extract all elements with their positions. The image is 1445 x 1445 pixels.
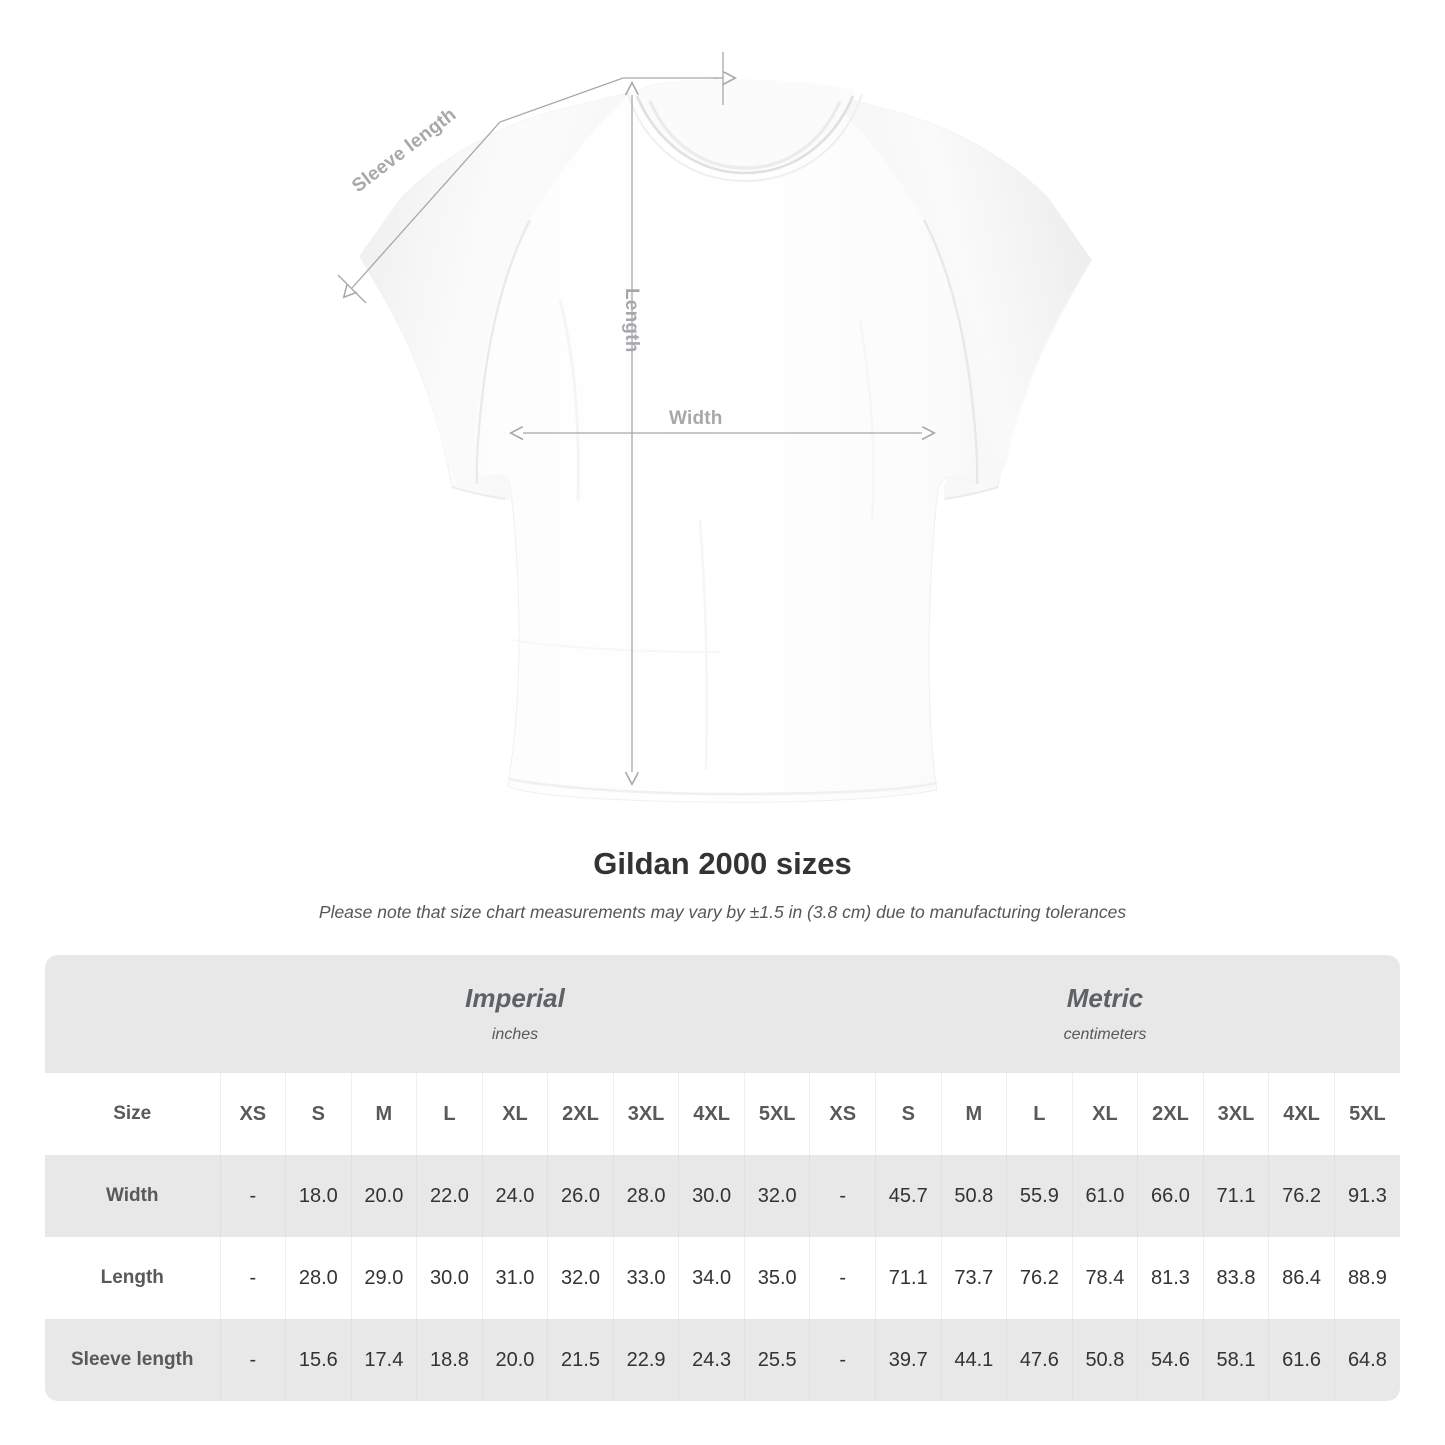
cell-width-metric-s: 45.7 (875, 1155, 942, 1238)
cell-length-imperial-m: 29.0 (351, 1237, 418, 1320)
row-label-width: Width (45, 1155, 221, 1238)
unit-banner-spacer (45, 955, 221, 1074)
size-header-metric-xl: XL (1072, 1073, 1139, 1156)
cell-length-metric-3xl: 83.8 (1203, 1237, 1270, 1320)
table-row: Width -18.0 20.0 22.0 24.0 26.0 28.0 30.0 32.0-4… (45, 1155, 1400, 1238)
cell-width-imperial-xs: - (220, 1155, 287, 1238)
cell-sleeve-length-metric-xs: - (809, 1319, 876, 1402)
cell-width-metric-l: 55.9 (1006, 1155, 1073, 1238)
cell-length-metric-m: 73.7 (941, 1237, 1008, 1320)
tolerance-note: Please note that size chart measurements… (318, 902, 1127, 923)
size-header-imperial-xl: XL (482, 1073, 549, 1156)
size-header-metric-2xl: 2XL (1137, 1073, 1204, 1156)
cell-width-imperial-2xl: 26.0 (547, 1155, 614, 1238)
cell-width-imperial-m: 20.0 (351, 1155, 418, 1238)
unit-header-metric: Metric centimeters (809, 955, 1400, 1074)
cell-sleeve-length-imperial-m: 17.4 (351, 1319, 418, 1402)
cell-width-imperial-s: 18.0 (285, 1155, 352, 1238)
cell-width-imperial-l: 22.0 (416, 1155, 483, 1238)
size-header-imperial-m: M (351, 1073, 418, 1156)
cell-length-imperial-2xl: 32.0 (547, 1237, 614, 1320)
size-header-imperial-3xl: 3XL (613, 1073, 680, 1156)
unit-sub-metric: centimeters (1063, 1026, 1147, 1044)
size-header-metric-3xl: 3XL (1203, 1073, 1270, 1156)
size-header-metric-5xl: 5XL (1334, 1073, 1400, 1156)
cell-length-imperial-l: 30.0 (416, 1237, 483, 1320)
size-header-imperial-s: S (285, 1073, 352, 1156)
size-corner-label: Size (45, 1073, 221, 1156)
tshirt-diagram (337, 52, 1092, 803)
size-header-row: Size XS S M L XL 2XL 3XL 4XL 5XL XS S M L XL 2XL 3XL 4XL 5… (45, 1073, 1400, 1156)
cell-sleeve-length-metric-2xl: 54.6 (1137, 1319, 1204, 1402)
cell-width-metric-m: 50.8 (941, 1155, 1008, 1238)
cell-length-metric-l: 76.2 (1006, 1237, 1073, 1320)
cell-sleeve-length-metric-3xl: 58.1 (1203, 1319, 1270, 1402)
size-header-imperial-l: L (416, 1073, 483, 1156)
size-header-metric-4xl: 4XL (1268, 1073, 1335, 1156)
cell-sleeve-length-imperial-l: 18.8 (416, 1319, 483, 1402)
cell-length-imperial-xl: 31.0 (482, 1237, 549, 1320)
size-header-metric-s: S (875, 1073, 942, 1156)
cell-length-metric-2xl: 81.3 (1137, 1237, 1204, 1320)
cell-length-imperial-3xl: 33.0 (613, 1237, 680, 1320)
unit-banner-row: Imperial inches Metric centimeters (45, 955, 1400, 1074)
cell-length-imperial-s: 28.0 (285, 1237, 352, 1320)
cell-width-metric-4xl: 76.2 (1268, 1155, 1335, 1238)
table-row: Sleeve length -15.6 17.4 18.8 20.0 21.5 22.9 24… (45, 1319, 1400, 1402)
unit-header-imperial: Imperial inches (220, 955, 810, 1074)
cell-sleeve-length-metric-xl: 50.8 (1072, 1319, 1139, 1402)
cell-length-imperial-xs: - (220, 1237, 287, 1320)
sleeve-length-dimension (337, 52, 723, 304)
cell-length-imperial-5xl: 35.0 (744, 1237, 811, 1320)
size-header-imperial-xs: XS (220, 1073, 287, 1156)
size-header-imperial-2xl: 2XL (547, 1073, 614, 1156)
tshirt-body (359, 79, 1092, 803)
size-header-metric-xs: XS (809, 1073, 876, 1156)
cell-sleeve-length-imperial-s: 15.6 (285, 1319, 352, 1402)
cell-width-metric-2xl: 66.0 (1137, 1155, 1204, 1238)
cell-width-metric-xs: - (809, 1155, 876, 1238)
size-chart-table: Imperial inches Metric centimeters Size XS S M L… (45, 955, 1400, 1402)
size-header-imperial-5xl: 5XL (744, 1073, 811, 1156)
title-block: Gildan 2000 sizes Please note that size … (0, 835, 1445, 924)
cell-sleeve-length-imperial-3xl: 22.9 (613, 1319, 680, 1402)
cell-sleeve-length-metric-5xl: 64.8 (1334, 1319, 1400, 1402)
cell-sleeve-length-imperial-4xl: 24.3 (678, 1319, 745, 1402)
length-label: Length (621, 288, 642, 353)
cell-sleeve-length-metric-m: 44.1 (941, 1319, 1008, 1402)
cell-width-imperial-5xl: 32.0 (744, 1155, 811, 1238)
cell-length-metric-xl: 78.4 (1072, 1237, 1139, 1320)
cell-length-metric-5xl: 88.9 (1334, 1237, 1400, 1320)
cell-width-metric-xl: 61.0 (1072, 1155, 1139, 1238)
cell-length-metric-xs: - (809, 1237, 876, 1320)
unit-name-metric: Metric (1066, 983, 1144, 1014)
cell-sleeve-length-imperial-5xl: 25.5 (744, 1319, 811, 1402)
row-label-sleeve-length: Sleeve length (45, 1319, 221, 1402)
cell-length-metric-s: 71.1 (875, 1237, 942, 1320)
cell-sleeve-length-imperial-2xl: 21.5 (547, 1319, 614, 1402)
row-label-length: Length (45, 1237, 221, 1320)
cell-width-metric-3xl: 71.1 (1203, 1155, 1270, 1238)
width-label: Width (669, 408, 723, 429)
unit-sub-imperial: inches (491, 1026, 539, 1044)
cell-sleeve-length-imperial-xl: 20.0 (482, 1319, 549, 1402)
cell-width-metric-5xl: 91.3 (1334, 1155, 1400, 1238)
table-row: Length -28.0 29.0 30.0 31.0 32.0 33.0 34.0 35.0-… (45, 1237, 1400, 1320)
cell-width-imperial-xl: 24.0 (482, 1155, 549, 1238)
unit-name-imperial: Imperial (465, 983, 565, 1014)
garment-illustration: Sleeve length Length Width (337, 52, 1092, 803)
cell-width-imperial-3xl: 28.0 (613, 1155, 680, 1238)
cell-width-imperial-4xl: 30.0 (678, 1155, 745, 1238)
cell-length-imperial-4xl: 34.0 (678, 1237, 745, 1320)
size-chart-table-container: Imperial inches Metric centimeters Size XS S M L… (45, 955, 1400, 1402)
size-header-metric-l: L (1006, 1073, 1073, 1156)
size-header-metric-m: M (941, 1073, 1008, 1156)
cell-sleeve-length-imperial-xs: - (220, 1319, 287, 1402)
size-header-imperial-4xl: 4XL (678, 1073, 745, 1156)
cell-sleeve-length-metric-s: 39.7 (875, 1319, 942, 1402)
cell-length-metric-4xl: 86.4 (1268, 1237, 1335, 1320)
cell-sleeve-length-metric-4xl: 61.6 (1268, 1319, 1335, 1402)
page-title: Gildan 2000 sizes (593, 846, 852, 881)
cell-sleeve-length-metric-l: 47.6 (1006, 1319, 1073, 1402)
